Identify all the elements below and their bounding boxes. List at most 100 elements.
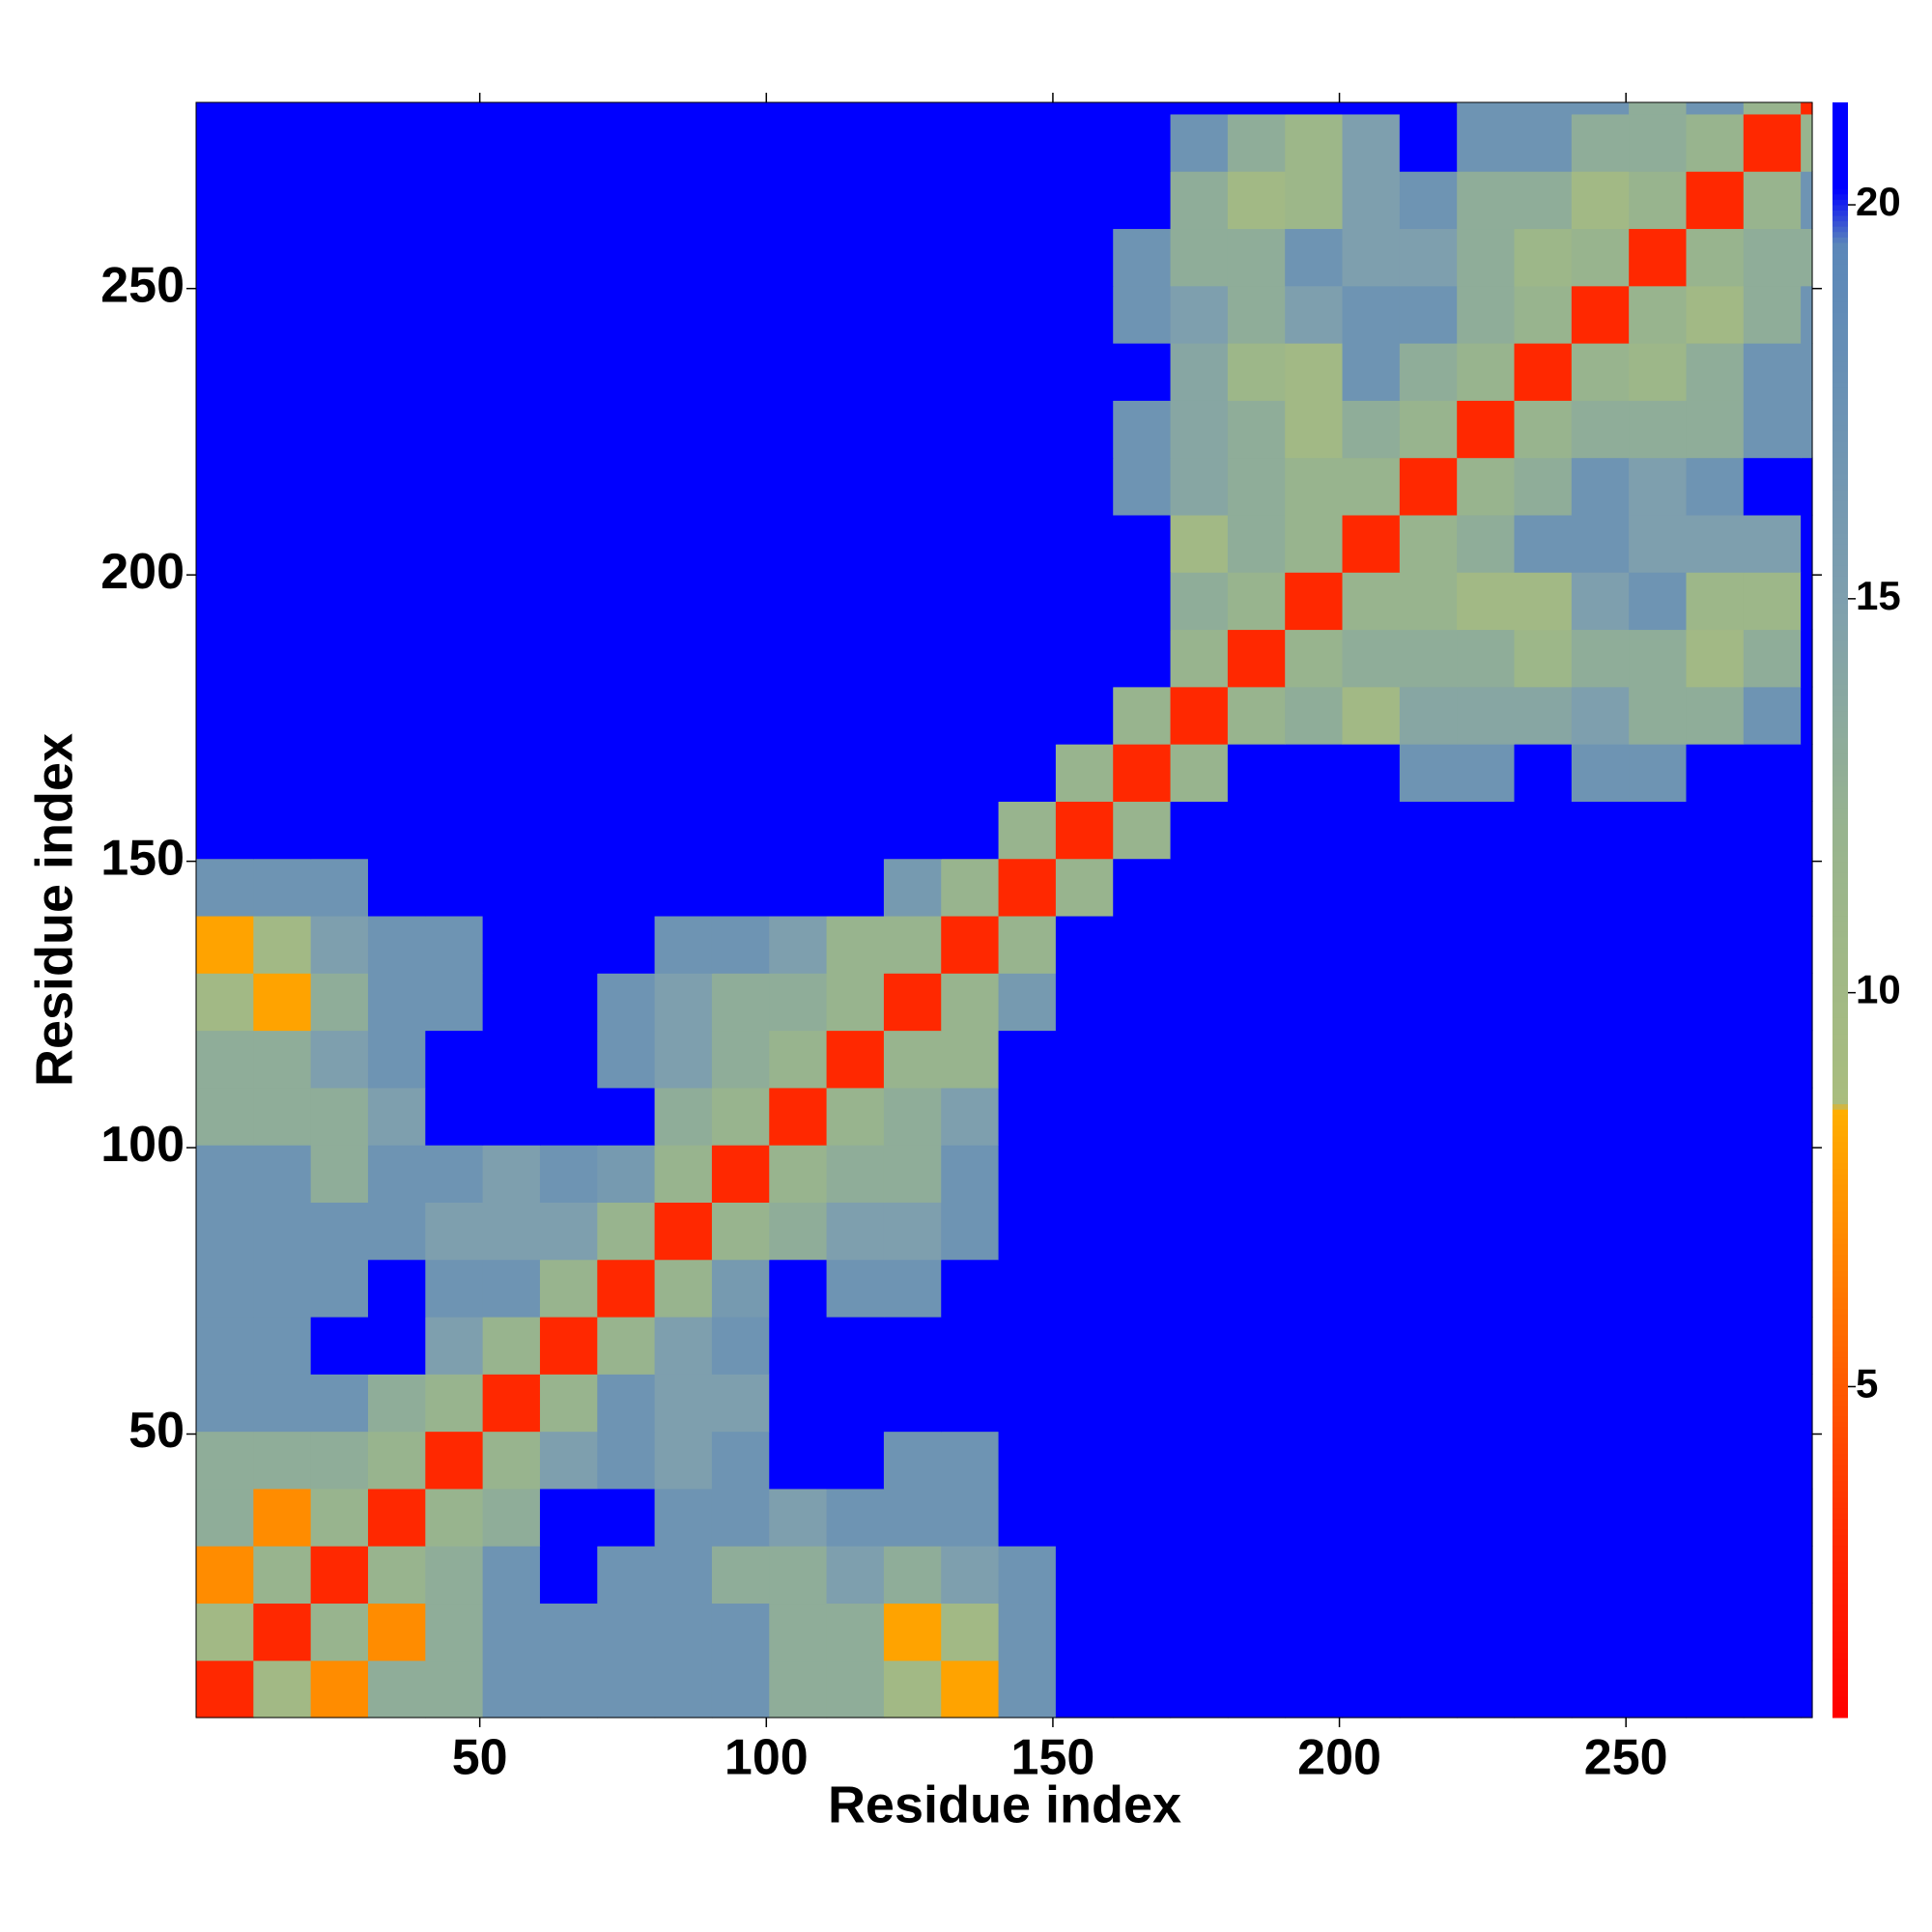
heatmap-cell	[597, 113, 656, 172]
heatmap-cell	[1571, 1374, 1630, 1433]
heatmap-cell	[826, 801, 885, 860]
heatmap-cell	[1686, 514, 1745, 573]
colorbar-segment	[1833, 1260, 1848, 1266]
heatmap-cell	[1743, 171, 1802, 230]
heatmap-cell	[1514, 1431, 1573, 1490]
heatmap-cell	[769, 400, 828, 459]
heatmap-cell	[1342, 973, 1401, 1032]
heatmap-cell	[1285, 102, 1344, 115]
heatmap-cell	[883, 1145, 942, 1203]
heatmap-cell	[769, 113, 828, 172]
heatmap-cell	[769, 973, 828, 1032]
heatmap-cell	[883, 457, 942, 516]
heatmap-cell	[1571, 973, 1630, 1032]
heatmap-cell	[826, 915, 885, 974]
heatmap-cell	[883, 171, 942, 230]
heatmap-cell	[597, 285, 656, 344]
heatmap-cell	[1055, 1259, 1114, 1318]
heatmap-cell	[425, 514, 484, 573]
heatmap-cell	[1227, 915, 1286, 974]
colorbar-tick-label: 5	[1856, 1361, 1878, 1406]
colorbar-segment	[1833, 1264, 1848, 1271]
colorbar-segment	[1833, 963, 1848, 970]
heatmap-cell	[367, 228, 426, 287]
heatmap-cell	[1170, 858, 1229, 917]
heatmap-cell	[1399, 744, 1458, 802]
heatmap-cell	[1170, 171, 1229, 230]
heatmap-cell	[1285, 1259, 1344, 1318]
colorbar-segment	[1833, 183, 1848, 189]
heatmap-cell	[1285, 1030, 1344, 1089]
heatmap-cell	[425, 1202, 484, 1261]
heatmap-cell	[1801, 102, 1813, 115]
heatmap-cell	[1399, 1488, 1458, 1547]
heatmap-cell	[539, 1546, 598, 1605]
heatmap-cell	[883, 1431, 942, 1490]
heatmap-cell	[539, 1087, 598, 1146]
heatmap-cell	[539, 1202, 598, 1261]
colorbar-segment	[1833, 565, 1848, 572]
heatmap-cell	[253, 744, 312, 802]
heatmap-cell	[1113, 1374, 1172, 1433]
heatmap-cell	[1342, 514, 1401, 573]
colorbar-segment	[1833, 1486, 1848, 1492]
heatmap-cell	[1113, 1030, 1172, 1089]
heatmap-cell	[1743, 801, 1802, 860]
colorbar-segment	[1833, 269, 1848, 275]
colorbar-segment	[1833, 1507, 1848, 1514]
heatmap-cell	[482, 457, 541, 516]
heatmap-cell	[654, 514, 713, 573]
heatmap-cell	[1055, 228, 1114, 287]
heatmap-cell	[482, 514, 541, 573]
colorbar-segment	[1833, 527, 1848, 534]
heatmap-cell	[1342, 572, 1401, 631]
colorbar-segment	[1833, 118, 1848, 125]
heatmap-cell	[1571, 915, 1630, 974]
heatmap-cell	[1399, 1603, 1458, 1662]
colorbar-segment	[1833, 479, 1848, 486]
colorbar-segment	[1833, 1065, 1848, 1072]
heatmap-cell	[482, 858, 541, 917]
heatmap-cell	[1170, 1202, 1229, 1261]
colorbar-segment	[1833, 743, 1848, 750]
heatmap-cell	[196, 1374, 254, 1433]
heatmap-cell	[1571, 285, 1630, 344]
heatmap-cell	[826, 514, 885, 573]
heatmap-cell	[1743, 285, 1802, 344]
colorbar-segment	[1833, 1157, 1848, 1164]
heatmap-cell	[1629, 102, 1688, 115]
heatmap-cell	[1113, 572, 1172, 631]
heatmap-cell	[1457, 1202, 1516, 1261]
colorbar-segment	[1833, 1373, 1848, 1379]
colorbar-segment	[1833, 791, 1848, 798]
heatmap-cell	[883, 1603, 942, 1662]
colorbar-segment	[1833, 1093, 1848, 1099]
heatmap-cell	[883, 343, 942, 401]
heatmap-cell	[1285, 572, 1344, 631]
colorbar-segment	[1833, 850, 1848, 857]
colorbar-segment	[1833, 1653, 1848, 1660]
heatmap-cell	[1686, 113, 1745, 172]
heatmap-cell	[1342, 400, 1401, 459]
heatmap-cell	[1227, 1488, 1286, 1547]
heatmap-cell	[711, 1316, 770, 1375]
colorbar-segment	[1833, 570, 1848, 577]
heatmap-cell	[539, 1603, 598, 1662]
colorbar-segment	[1833, 1480, 1848, 1487]
colorbar-segment	[1833, 1706, 1848, 1713]
colorbar-segment	[1833, 328, 1848, 335]
heatmap-cell	[883, 102, 942, 115]
colorbar-segment	[1833, 619, 1848, 626]
heatmap-cell	[883, 572, 942, 631]
heatmap-cell	[1801, 514, 1813, 573]
colorbar-segment	[1833, 726, 1848, 733]
heatmap-cell	[1227, 858, 1286, 917]
colorbar-segment	[1833, 1496, 1848, 1503]
colorbar-segment	[1833, 1690, 1848, 1697]
heatmap-cell	[1571, 858, 1630, 917]
colorbar-segment	[1833, 1302, 1848, 1309]
heatmap-cell	[1170, 1488, 1229, 1547]
heatmap-cell	[998, 457, 1057, 516]
heatmap-cell	[1113, 629, 1172, 688]
heatmap-cell	[253, 400, 312, 459]
